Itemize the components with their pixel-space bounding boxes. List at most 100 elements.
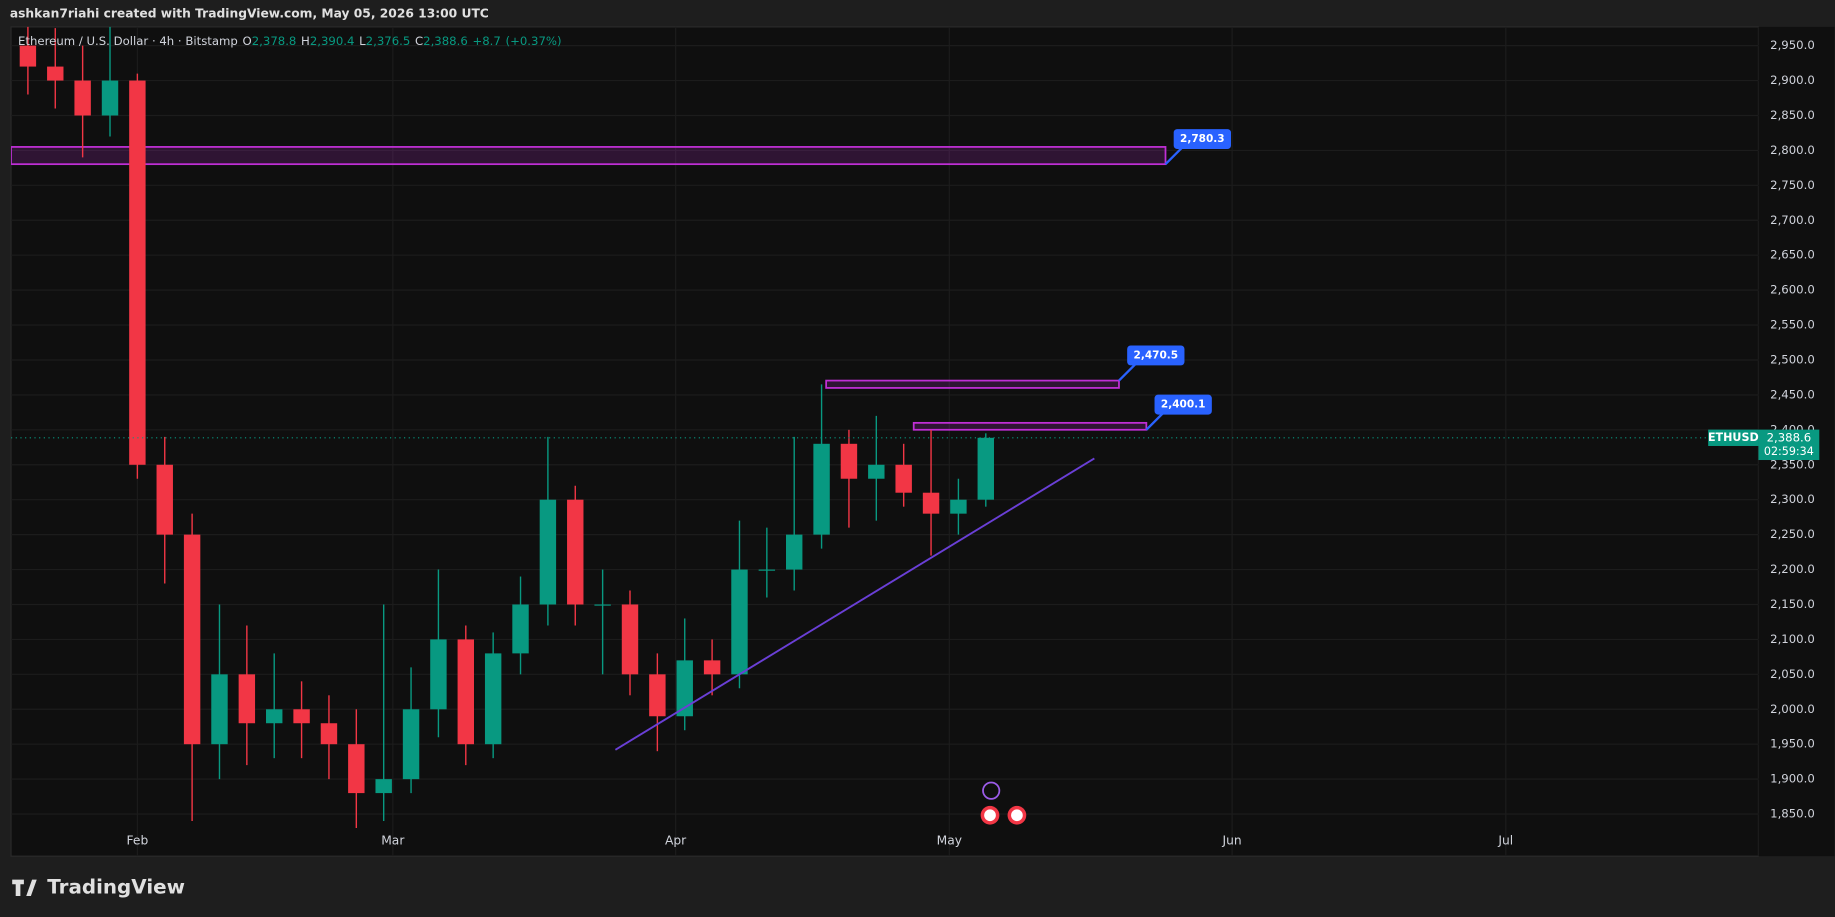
y-tick-label: 2,550.0 (1770, 318, 1815, 332)
y-tick-label: 2,150.0 (1770, 597, 1815, 611)
candle-body (512, 604, 529, 654)
icon (1011, 809, 1023, 822)
candle-body (868, 464, 885, 479)
trendline (614, 457, 1095, 751)
callout-pointer (1164, 146, 1183, 165)
x-tick-label: Jul (1497, 833, 1513, 847)
legend: Ethereum / U.S. Dollar · 4h · Bitstamp O2… (18, 33, 562, 47)
y-tick-label: 2,650.0 (1770, 248, 1815, 262)
x-tick-label: Mar (381, 833, 405, 847)
y-tick-label: 2,850.0 (1770, 108, 1815, 122)
zone (912, 421, 1148, 431)
candle-body (621, 604, 639, 675)
y-tick-label: 1,850.0 (1770, 807, 1815, 821)
y-tick-label: 2,700.0 (1770, 213, 1815, 227)
candle-body (649, 674, 666, 717)
icon (984, 809, 996, 822)
price-label: 2,388.6 (1767, 430, 1812, 444)
callout-box (1127, 345, 1185, 366)
candle-body (211, 674, 228, 745)
callout-pointer (1118, 363, 1137, 382)
candle-body (594, 604, 611, 606)
y-tick-label: 2,050.0 (1770, 667, 1815, 681)
countdown-label: 02:59:34 (1764, 445, 1814, 458)
legend-symbol: Ethereum / U.S. Dollar · 4h · Bitstamp (18, 33, 238, 47)
x-tick-label: Feb (127, 833, 149, 847)
legend-low: 2,376.5 (366, 33, 411, 47)
candle-body (183, 534, 201, 745)
y-tick-label: 1,950.0 (1770, 737, 1815, 751)
event-icons (980, 781, 1027, 825)
zone (11, 146, 1167, 166)
axes: 1,850.0 1,900.0 1,950.0 2,000.0 2,050.0 2,100… (127, 38, 1820, 847)
candle-body (922, 492, 940, 514)
icon (982, 781, 1001, 800)
candle-body (238, 674, 256, 724)
legend-o: O (243, 33, 252, 47)
callout-box (1173, 129, 1231, 149)
callout-label: 2,400.1 (1161, 399, 1206, 411)
y-tick-label: 2,000.0 (1770, 702, 1815, 716)
zone (825, 379, 1120, 389)
candle-body (430, 639, 447, 710)
candle-body (785, 534, 803, 570)
candle-body (977, 437, 994, 500)
legend-change-pct: (+0.37%) (506, 33, 562, 47)
candle-body (375, 779, 392, 794)
y-tick-label: 2,750.0 (1770, 178, 1815, 192)
candle-body (266, 709, 283, 724)
candle-body (567, 499, 584, 605)
candle-body (813, 443, 830, 535)
candle-body (950, 499, 967, 514)
candle-body (156, 464, 173, 535)
candle-body (539, 499, 557, 605)
callout-label: 2,470.5 (1134, 349, 1179, 361)
candle-body (101, 80, 119, 116)
callout-pointer (1145, 412, 1164, 431)
candle-body (703, 660, 721, 675)
candle-body (840, 443, 858, 479)
candle-body (895, 464, 912, 493)
y-tick-label: 2,300.0 (1770, 492, 1815, 506)
y-tick-label: 1,900.0 (1770, 772, 1815, 786)
symbol-label: ETHUSD (1708, 431, 1759, 444)
x-tick-label: Apr (665, 833, 687, 847)
candle-body (457, 639, 475, 745)
legend-close: 2,388.6 (423, 33, 468, 47)
logo-mark (12, 879, 37, 896)
candle-body (348, 744, 365, 794)
legend-high: 2,390.4 (310, 33, 355, 47)
y-tick-label: 2,900.0 (1770, 73, 1815, 87)
x-tick-label: Jun (1222, 833, 1242, 847)
candle-body (731, 569, 748, 675)
y-tick-label: 2,500.0 (1770, 352, 1815, 366)
candle-body (320, 723, 338, 745)
y-tick-label: 2,450.0 (1770, 387, 1815, 401)
legend-h: H (301, 33, 310, 47)
legend-c: C (415, 33, 423, 47)
symbol-tag (1708, 429, 1759, 446)
legend-change: +8.7 (472, 33, 500, 47)
candle-body (19, 45, 37, 67)
brand-logo: TradingView (12, 875, 185, 898)
candle-body (47, 66, 64, 81)
callout-label: 2,780.3 (1180, 133, 1225, 145)
y-tick-label: 2,200.0 (1770, 562, 1815, 576)
candle-body (758, 569, 776, 571)
y-tick-label: 2,250.0 (1770, 527, 1815, 541)
x-tick-label: May (937, 833, 962, 847)
header-text: ashkan7riahi created with TradingView.co… (10, 7, 489, 21)
callout-box (1154, 394, 1212, 415)
y-tick-label: 2,350.0 (1770, 457, 1815, 471)
candle-body (129, 80, 146, 465)
price-tag (1758, 429, 1820, 461)
y-tick-label: 2,100.0 (1770, 632, 1815, 646)
candle-body (74, 80, 91, 116)
brand-name: TradingView (47, 875, 185, 898)
y-tick-label: 2,800.0 (1770, 143, 1815, 157)
y-tick-label: 2,950.0 (1770, 38, 1815, 52)
candle-body (402, 709, 420, 780)
candle-body (293, 709, 310, 724)
legend-open: 2,378.8 (252, 33, 297, 47)
